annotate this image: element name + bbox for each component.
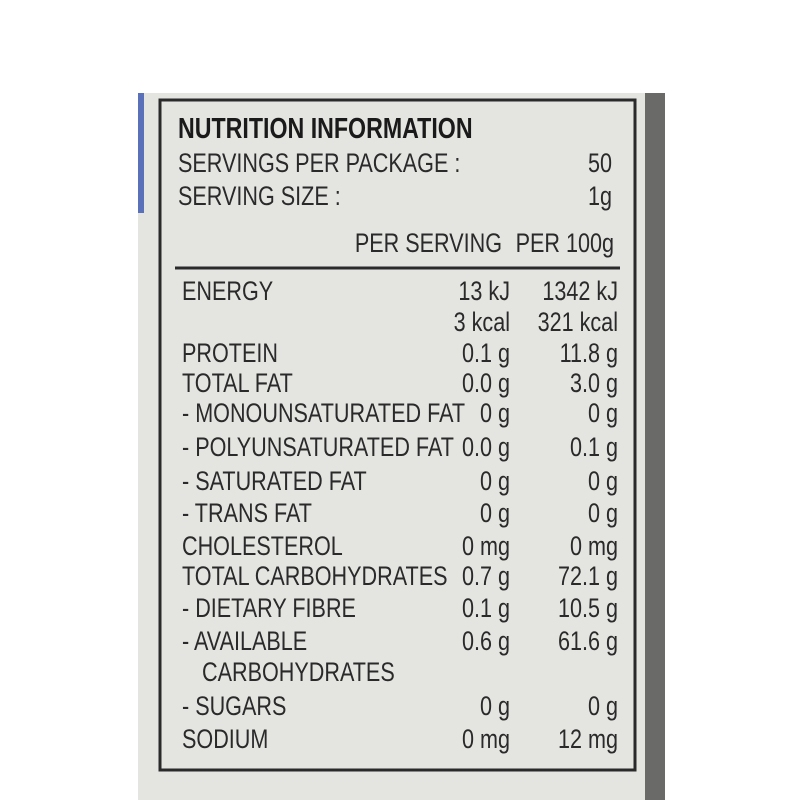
- per-100g-value: 1342 kJ: [542, 277, 618, 307]
- per-serving-value: 0.6 g: [462, 627, 510, 657]
- per-100g-value: 0 g: [588, 692, 618, 722]
- nutrient-name: TOTAL FAT: [182, 369, 293, 399]
- per-100g-value: 10.5 g: [558, 594, 618, 624]
- servings-value: 50: [588, 149, 612, 179]
- per-serving-value: 3 kcal: [454, 308, 510, 338]
- per-100g-value: 11.8 g: [560, 339, 618, 369]
- per-serving-value: 0 g: [480, 499, 510, 529]
- nutrient-name: - SUGARS: [182, 692, 286, 722]
- nutrient-name: TOTAL CARBOHYDRATES: [182, 562, 448, 592]
- nutrient-name: CARBOHYDRATES: [202, 658, 395, 688]
- per-100g-value: 61.6 g: [558, 627, 618, 657]
- per-serving-value: 0 g: [480, 399, 510, 429]
- nutrient-name: - MONOUNSATURATED FAT: [182, 399, 465, 429]
- nutrient-name: - POLYUNSATURATED FAT: [182, 433, 454, 463]
- nutrient-name: - TRANS FAT: [182, 499, 312, 529]
- label-border: [158, 98, 637, 772]
- content: NUTRITION INFORMATION SERVINGS PER PACKAG…: [178, 111, 618, 754]
- nutrient-name: - SATURATED FAT: [182, 467, 367, 497]
- per-serving-value: 0 g: [480, 467, 510, 497]
- per-100g-value: 0 g: [588, 399, 618, 429]
- servings-value: 1g: [588, 182, 612, 212]
- per-100g-value: 0.1 g: [570, 433, 618, 463]
- per-serving-value: 0 mg: [462, 725, 510, 755]
- per-100g-value: 0 g: [588, 467, 618, 497]
- right-edge: [645, 93, 665, 800]
- per-100g-value: 0 g: [588, 499, 618, 529]
- per-100g-value: 12 mg: [558, 725, 618, 755]
- per-100g-value: 321 kcal: [538, 308, 618, 338]
- per-serving-value: 0.1 g: [462, 339, 510, 369]
- column-header: PER SERVING: [355, 229, 502, 259]
- per-serving-value: 0.1 g: [462, 594, 510, 624]
- title: NUTRITION INFORMATION: [178, 111, 473, 144]
- edge-tint: [138, 93, 144, 213]
- nutrient-name: CHOLESTEROL: [182, 532, 343, 562]
- per-100g-value: 0 mg: [570, 532, 618, 562]
- per-serving-value: 0.7 g: [462, 562, 510, 592]
- per-serving-value: 0.0 g: [462, 369, 510, 399]
- per-serving-value: 0 g: [480, 692, 510, 722]
- per-serving-value: 0.0 g: [462, 433, 510, 463]
- per-100g-value: 72.1 g: [558, 562, 618, 592]
- nutrient-name: PROTEIN: [182, 339, 278, 369]
- servings-label: SERVINGS PER PACKAGE :: [178, 149, 460, 179]
- nutrient-name: ENERGY: [182, 277, 273, 307]
- per-serving-value: 13 kJ: [458, 277, 510, 307]
- per-100g-value: 3.0 g: [570, 369, 618, 399]
- nutrient-name: - AVAILABLE: [182, 627, 307, 657]
- servings-label: SERVING SIZE :: [178, 182, 341, 212]
- nutrient-name: SODIUM: [182, 725, 268, 755]
- column-header: PER 100g: [516, 229, 614, 259]
- label-paper: [138, 93, 660, 800]
- per-serving-value: 0 mg: [462, 532, 510, 562]
- nutrient-name: - DIETARY FIBRE: [182, 594, 356, 624]
